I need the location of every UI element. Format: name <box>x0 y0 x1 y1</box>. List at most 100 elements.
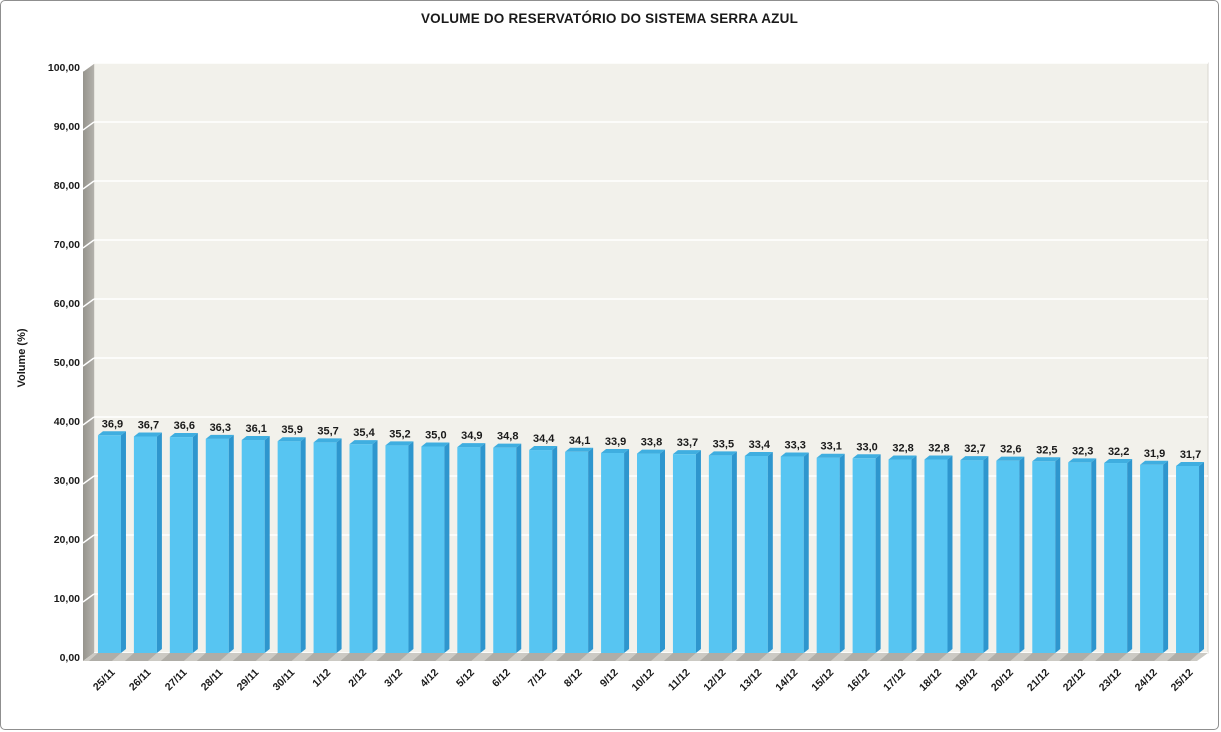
wall-tick <box>82 180 95 190</box>
bar-value-label: 33,1 <box>820 441 841 453</box>
bar-side <box>408 441 414 653</box>
bar-base-shadow <box>699 653 732 661</box>
wall-tick <box>82 239 95 249</box>
bar-base-shadow <box>304 653 337 661</box>
bar-base-shadow <box>88 653 121 661</box>
bar-top <box>349 440 378 445</box>
bar-base-shadow <box>1023 653 1056 661</box>
bar-value-label: 33,0 <box>856 441 877 453</box>
bar-top <box>133 432 162 437</box>
bar <box>924 459 948 653</box>
bar <box>385 445 409 653</box>
bar-side <box>911 455 917 653</box>
x-axis-label: 29/11 <box>235 667 262 694</box>
bar <box>1176 465 1200 653</box>
bar-top <box>169 433 198 438</box>
bar-base-shadow <box>1095 653 1128 661</box>
bar <box>996 460 1020 653</box>
bar-base-shadow <box>987 653 1020 661</box>
bar-side <box>803 452 809 653</box>
bar-side <box>120 431 126 653</box>
x-axis-label: 18/12 <box>917 667 944 694</box>
bar-value-label: 32,7 <box>964 443 985 455</box>
bar-side <box>1019 456 1025 653</box>
y-axis-tick-label: 0,00 <box>60 652 81 664</box>
x-axis-label: 12/12 <box>701 667 728 694</box>
bar-top <box>313 438 342 443</box>
bar-top <box>385 441 414 446</box>
wall-tick <box>82 593 95 603</box>
x-axis-label: 21/12 <box>1025 667 1052 694</box>
bar-side <box>588 447 594 653</box>
bar <box>816 457 840 653</box>
bar-top <box>493 443 522 448</box>
bar-side <box>300 437 306 653</box>
bar-side <box>947 455 953 653</box>
bar-base-shadow <box>951 653 984 661</box>
bar <box>133 436 157 653</box>
bar <box>780 456 804 653</box>
bar-base-shadow <box>807 653 840 661</box>
bar-top <box>1176 461 1205 466</box>
y-axis-tick-label: 30,00 <box>54 475 80 487</box>
bar-base-shadow <box>484 653 517 661</box>
bar-value-label: 32,2 <box>1108 446 1129 458</box>
wall-tick <box>82 357 95 367</box>
chart-title: VOLUME DO RESERVATÓRIO DO SISTEMA SERRA … <box>420 11 799 26</box>
bar-top <box>205 434 234 439</box>
x-axis-label: 20/12 <box>989 667 1016 694</box>
bar-top <box>565 447 594 452</box>
bar-top <box>637 449 665 454</box>
x-axis-label: 11/12 <box>666 667 693 694</box>
bar-top <box>960 456 989 461</box>
bar <box>888 459 912 653</box>
bar-top <box>1068 458 1097 463</box>
bar-value-label: 36,3 <box>210 422 231 434</box>
bar-top <box>457 443 486 448</box>
x-axis-label: 25/12 <box>1169 667 1196 694</box>
x-axis-label: 14/12 <box>773 667 800 694</box>
bar-side <box>228 434 234 653</box>
bar <box>1032 461 1056 653</box>
bar-value-label: 35,7 <box>317 425 338 437</box>
x-axis-label: 23/12 <box>1097 667 1124 694</box>
bar <box>852 458 876 653</box>
bar <box>97 435 121 653</box>
y-axis-tick-label: 10,00 <box>54 593 80 605</box>
bar <box>1068 462 1092 653</box>
bar-base-shadow <box>520 653 553 661</box>
bar-side <box>1127 459 1133 653</box>
bar-side <box>1091 458 1097 653</box>
bar <box>349 444 373 653</box>
bar-top <box>852 454 881 459</box>
bar-top <box>672 450 701 455</box>
wall-tick <box>82 475 95 485</box>
bar-base-shadow <box>1059 653 1092 661</box>
bar <box>637 453 660 653</box>
bar-side <box>552 446 558 653</box>
bar-value-label: 35,0 <box>425 430 446 442</box>
bar-base-shadow <box>628 653 660 661</box>
bar-side <box>1199 461 1205 653</box>
bar <box>457 447 481 653</box>
x-axis-label: 15/12 <box>809 667 836 694</box>
bar <box>313 442 337 653</box>
bar-value-label: 34,4 <box>533 433 555 445</box>
bar-top <box>888 455 917 460</box>
bar-base-shadow <box>340 653 373 661</box>
bar <box>493 447 517 653</box>
x-axis-label: 27/11 <box>163 667 190 694</box>
bar-top <box>996 456 1025 461</box>
bar-value-label: 33,8 <box>641 437 662 449</box>
wall-tick <box>82 62 95 72</box>
bar-value-label: 35,9 <box>281 424 302 436</box>
bar <box>601 452 625 653</box>
bar-base-shadow <box>124 653 157 661</box>
bar <box>565 451 589 653</box>
x-axis-label: 8/12 <box>562 667 585 690</box>
bar-side <box>695 450 701 653</box>
bar-top <box>421 442 450 447</box>
bar-top <box>601 448 630 453</box>
wall-tick <box>82 416 95 426</box>
